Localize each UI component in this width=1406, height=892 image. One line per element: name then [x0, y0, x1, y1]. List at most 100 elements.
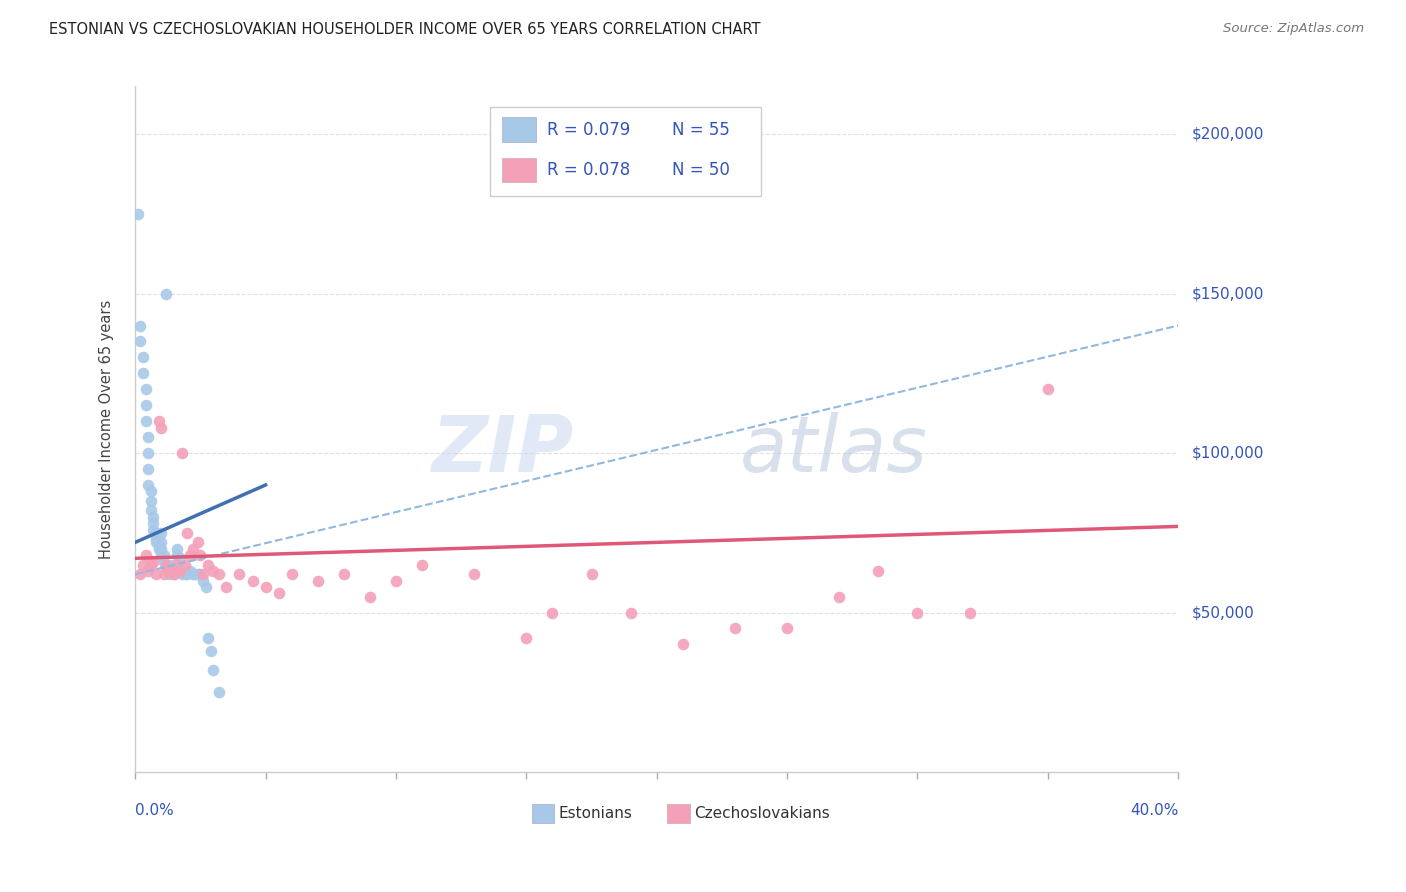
Point — [208, 567, 231, 582]
Point — [132, 351, 155, 365]
Point — [280, 567, 302, 582]
Point — [197, 631, 219, 645]
Point — [148, 541, 170, 556]
Point — [181, 567, 204, 582]
Point — [139, 503, 162, 517]
Point — [190, 548, 212, 562]
Point — [166, 558, 188, 572]
Point — [150, 420, 173, 434]
Text: R = 0.079: R = 0.079 — [547, 120, 630, 138]
Point — [172, 564, 194, 578]
Point — [187, 567, 209, 582]
Point — [155, 286, 177, 301]
Point — [181, 541, 204, 556]
Point — [267, 586, 290, 600]
Text: Estonians: Estonians — [558, 805, 633, 821]
Point — [208, 685, 231, 699]
Text: ESTONIAN VS CZECHOSLOVAKIAN HOUSEHOLDER INCOME OVER 65 YEARS CORRELATION CHART: ESTONIAN VS CZECHOSLOVAKIAN HOUSEHOLDER … — [49, 22, 761, 37]
Point — [145, 567, 167, 582]
Point — [202, 564, 225, 578]
Point — [166, 541, 188, 556]
Point — [333, 567, 356, 582]
Point — [215, 580, 238, 594]
Point — [184, 567, 207, 582]
Point — [187, 535, 209, 549]
FancyBboxPatch shape — [502, 158, 536, 182]
Text: atlas: atlas — [740, 412, 928, 488]
Point — [150, 535, 173, 549]
Point — [136, 462, 159, 476]
Point — [172, 446, 194, 460]
Point — [163, 567, 186, 582]
Point — [155, 558, 177, 572]
Point — [541, 606, 564, 620]
Text: $100,000: $100,000 — [1192, 446, 1264, 460]
Point — [145, 525, 167, 540]
Point — [136, 564, 159, 578]
Point — [173, 558, 195, 572]
Point — [155, 561, 177, 575]
Text: ZIP: ZIP — [432, 412, 574, 488]
Point — [150, 525, 173, 540]
Text: $150,000: $150,000 — [1192, 286, 1264, 301]
Point — [153, 548, 176, 562]
Text: 0.0%: 0.0% — [135, 803, 174, 818]
Point — [132, 367, 155, 381]
Point — [190, 567, 212, 582]
Point — [142, 509, 165, 524]
Point — [148, 414, 170, 428]
Point — [155, 558, 177, 572]
Point — [176, 525, 198, 540]
Point — [463, 567, 485, 582]
Point — [150, 548, 173, 562]
Point — [228, 567, 250, 582]
FancyBboxPatch shape — [531, 805, 554, 823]
Point — [163, 567, 186, 582]
FancyBboxPatch shape — [502, 117, 536, 142]
Point — [129, 318, 152, 333]
Point — [129, 567, 152, 582]
Point — [1036, 382, 1059, 396]
Point — [411, 558, 433, 572]
Point — [179, 564, 201, 578]
Point — [197, 558, 219, 572]
Point — [145, 535, 167, 549]
Point — [150, 541, 173, 556]
Point — [153, 554, 176, 568]
Point — [959, 606, 981, 620]
Point — [136, 446, 159, 460]
Point — [139, 558, 162, 572]
Point — [129, 334, 152, 349]
Text: R = 0.078: R = 0.078 — [547, 161, 630, 179]
Point — [907, 606, 929, 620]
Point — [160, 564, 183, 578]
Point — [620, 606, 643, 620]
Point — [202, 663, 225, 677]
Point — [179, 548, 201, 562]
Point — [139, 494, 162, 508]
Point — [169, 551, 191, 566]
Point — [160, 558, 183, 572]
Point — [169, 564, 191, 578]
Point — [142, 516, 165, 531]
Point — [194, 580, 217, 594]
Point — [868, 564, 890, 578]
Point — [242, 574, 264, 588]
Point — [176, 567, 198, 582]
Point — [136, 430, 159, 444]
Text: Source: ZipAtlas.com: Source: ZipAtlas.com — [1223, 22, 1364, 36]
Text: 40.0%: 40.0% — [1130, 803, 1178, 818]
Point — [173, 567, 195, 582]
Point — [136, 478, 159, 492]
Text: $50,000: $50,000 — [1192, 605, 1254, 620]
Point — [200, 644, 222, 658]
Point — [191, 567, 214, 582]
Point — [157, 567, 180, 582]
Point — [135, 414, 157, 428]
Point — [135, 382, 157, 396]
Text: N = 50: N = 50 — [672, 161, 730, 179]
Point — [157, 564, 180, 578]
Point — [515, 631, 537, 645]
Point — [132, 558, 155, 572]
Point — [385, 574, 408, 588]
